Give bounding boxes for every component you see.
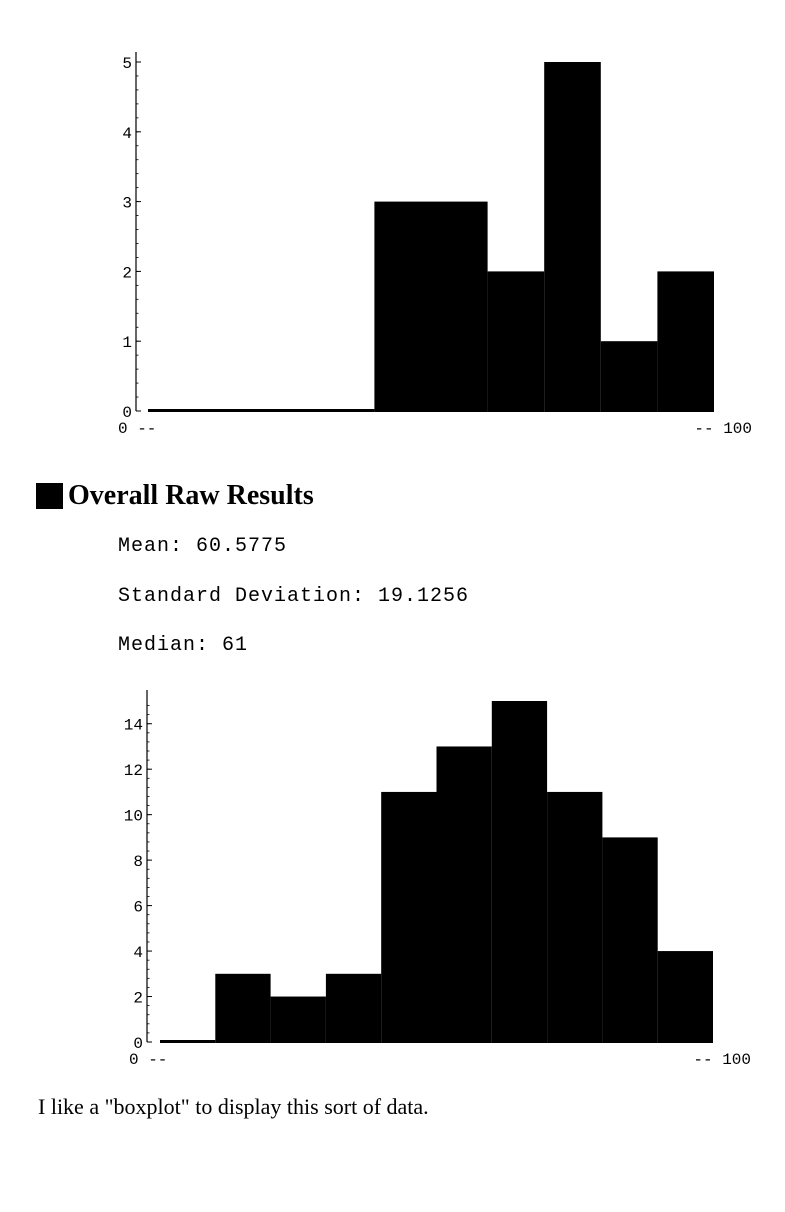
y-tick-label: 0 — [122, 404, 132, 422]
y-tick-label: 5 — [122, 55, 132, 73]
histogram-bar — [544, 62, 601, 412]
section-title: Overall Raw Results — [68, 480, 314, 511]
histogram-bar — [547, 791, 603, 1043]
histogram-bar — [325, 973, 382, 1043]
caption-text: I like a "boxplot" to display this sort … — [38, 1094, 429, 1119]
histogram-top: 0 1 2 3 4 5 0 -- -- 100 — [118, 52, 752, 438]
histogram-bar — [491, 701, 548, 1043]
histogram-overall: 0 2 4 6 8 10 12 14 0 -- -- 100 — [124, 690, 751, 1069]
histogram-bar — [160, 1040, 216, 1043]
histogram-bar — [657, 271, 714, 412]
histogram-bar — [381, 791, 437, 1043]
y-tick-label: 8 — [133, 853, 143, 871]
heading-bullet-square — [36, 483, 63, 509]
median-stat: Median: 61 — [118, 634, 249, 657]
histogram-bar — [436, 746, 492, 1043]
y-tick-label: 1 — [122, 334, 132, 352]
y-tick-label: 4 — [122, 125, 132, 143]
histogram-bar — [487, 271, 545, 412]
y-tick-label: 4 — [133, 944, 143, 962]
y-tick-label: 10 — [124, 808, 143, 826]
histogram-bar — [600, 341, 658, 412]
histogram-bar — [431, 201, 488, 412]
mean-stat: Mean: 60.5775 — [118, 535, 288, 558]
histogram-bar — [148, 409, 375, 412]
std-dev-stat: Standard Deviation: 19.1256 — [118, 585, 470, 608]
y-tick-label: 6 — [133, 899, 143, 917]
y-tick-label: 2 — [133, 990, 143, 1008]
y-tick-label: 2 — [122, 264, 132, 282]
x-tick-label-max: -- 100 — [694, 420, 752, 438]
y-tick-label: 0 — [133, 1035, 143, 1053]
y-tick-label: 14 — [124, 717, 143, 735]
section-heading: Overall Raw Results — [36, 478, 314, 514]
histogram-bar — [215, 973, 271, 1043]
x-tick-label-min: 0 -- — [118, 420, 156, 438]
x-tick-label-min: 0 -- — [129, 1051, 167, 1069]
histogram-bar — [270, 996, 326, 1043]
histogram-bar — [374, 201, 431, 412]
y-tick-label: 12 — [124, 762, 143, 780]
histogram-bar — [657, 951, 713, 1043]
histogram-bar — [602, 837, 658, 1043]
y-tick-label: 3 — [122, 195, 132, 213]
x-tick-label-max: -- 100 — [693, 1051, 751, 1069]
